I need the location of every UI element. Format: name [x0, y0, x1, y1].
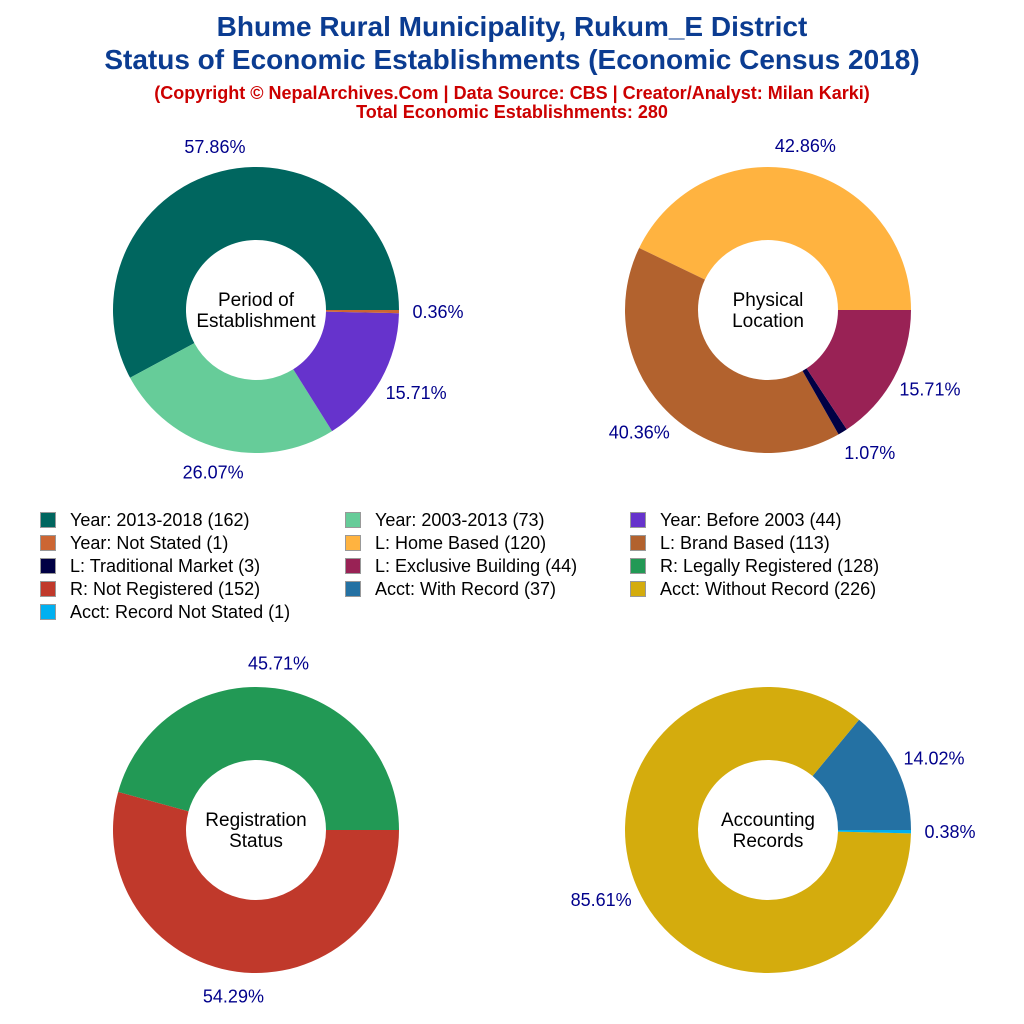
legend-swatch — [630, 535, 646, 551]
legend-swatch — [630, 581, 646, 597]
percent-label: 14.02% — [903, 748, 964, 768]
legend-swatch — [40, 512, 56, 528]
percent-label: 45.71% — [248, 654, 309, 674]
donut-slice — [812, 719, 911, 830]
legend-item: Year: 2013-2018 (162) — [40, 509, 249, 531]
donut-slice — [118, 687, 399, 830]
legend-item: L: Exclusive Building (44) — [345, 555, 577, 577]
legend-swatch — [40, 604, 56, 620]
legend-label: Acct: With Record (37) — [375, 578, 557, 599]
donut-slice — [639, 166, 911, 310]
legend-label: R: Legally Registered (128) — [660, 555, 880, 576]
percent-label: 42.86% — [775, 136, 836, 156]
legend-item: Acct: With Record (37) — [345, 578, 556, 600]
donut-slice — [624, 686, 911, 973]
legend-item: L: Traditional Market (3) — [40, 555, 260, 577]
legend-label: Year: Not Stated (1) — [70, 532, 229, 553]
title-line-1: Bhume Rural Municipality, Rukum_E Distri… — [216, 11, 808, 42]
legend-swatch — [345, 535, 361, 551]
legend-label: Acct: Record Not Stated (1) — [70, 601, 291, 622]
donut-slice — [625, 247, 839, 453]
percent-label: 15.71% — [386, 383, 447, 403]
percent-label: 57.86% — [184, 137, 245, 157]
legend-swatch — [40, 535, 56, 551]
legend-label: Year: 2013-2018 (162) — [70, 509, 250, 530]
donut-slice — [837, 830, 911, 834]
donut-slice — [112, 166, 399, 378]
percent-label: 15.71% — [899, 380, 960, 400]
center-label: Status — [229, 831, 283, 852]
legend-item: Year: Not Stated (1) — [40, 532, 228, 554]
legend-item: L: Home Based (120) — [345, 532, 546, 554]
center-label: Physical — [733, 290, 804, 311]
percent-label: 85.61% — [571, 890, 632, 910]
legend-label: Year: Before 2003 (44) — [660, 509, 842, 530]
legend-swatch — [630, 558, 646, 574]
center-label: Establishment — [196, 311, 316, 332]
percent-label: 40.36% — [609, 423, 670, 443]
center-label: Registration — [205, 810, 306, 831]
legend-label: Year: 2003-2013 (73) — [375, 509, 545, 530]
legend-label: L: Exclusive Building (44) — [375, 555, 578, 576]
legend-item: Acct: Without Record (226) — [630, 578, 876, 600]
percent-label: 0.38% — [924, 822, 975, 842]
title-line-2: Status of Economic Establishments (Econo… — [104, 44, 920, 75]
percent-label: 54.29% — [203, 986, 264, 1006]
percent-label: 0.36% — [412, 302, 463, 322]
percent-label: 1.07% — [844, 443, 895, 463]
legend-item: Year: 2003-2013 (73) — [345, 509, 544, 531]
legend-label: R: Not Registered (152) — [70, 578, 261, 599]
donut-slice — [293, 311, 399, 432]
legend-item: Acct: Record Not Stated (1) — [40, 601, 290, 623]
center-label: Period of — [218, 290, 295, 311]
center-label: Records — [733, 831, 804, 852]
copyright-line: (Copyright © NepalArchives.Com | Data So… — [154, 83, 870, 103]
center-label: Accounting — [721, 810, 815, 831]
legend-swatch — [40, 558, 56, 574]
legend-swatch — [345, 558, 361, 574]
legend-label: Acct: Without Record (226) — [660, 578, 877, 599]
donut-slice — [112, 791, 400, 974]
center-label: Location — [732, 311, 804, 332]
legend-item: Year: Before 2003 (44) — [630, 509, 841, 531]
legend-item: R: Legally Registered (128) — [630, 555, 879, 577]
legend-label: L: Brand Based (113) — [660, 532, 830, 553]
donut-slice — [130, 343, 333, 454]
legend-swatch — [630, 512, 646, 528]
total-line: Total Economic Establishments: 280 — [356, 102, 668, 122]
donut-slice — [325, 310, 399, 314]
legend-label: L: Traditional Market (3) — [70, 555, 261, 576]
legend-item: L: Brand Based (113) — [630, 532, 830, 554]
donut-slice — [806, 310, 911, 430]
percent-label: 26.07% — [183, 462, 244, 482]
donut-slice — [802, 368, 847, 435]
legend-label: L: Home Based (120) — [375, 532, 547, 553]
legend-swatch — [40, 581, 56, 597]
legend-swatch — [345, 581, 361, 597]
legend-swatch — [345, 512, 361, 528]
legend-item: R: Not Registered (152) — [40, 578, 260, 600]
